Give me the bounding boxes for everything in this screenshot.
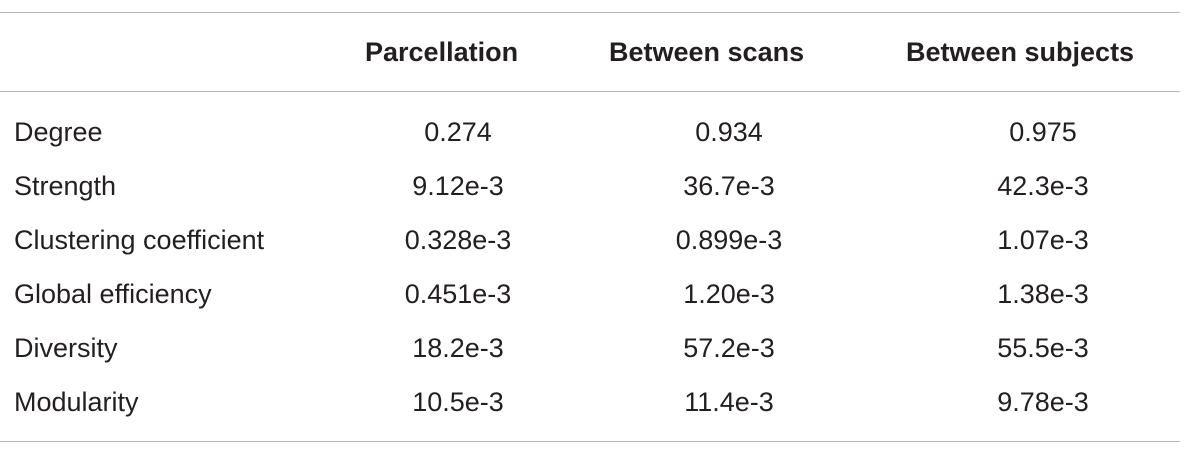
cell-parcellation: 0.328e-3: [404, 225, 512, 255]
cell-between-subjects: 55.5e-3: [997, 333, 1089, 363]
header-divider-rule: [0, 91, 1180, 92]
row-label: Modularity: [14, 387, 139, 417]
row-label: Global efficiency: [14, 279, 212, 309]
cell-between-subjects: 1.38e-3: [997, 279, 1089, 309]
cell-between-scans: 57.2e-3: [683, 333, 775, 363]
cell-parcellation: 18.2e-3: [412, 333, 504, 363]
cell-parcellation: 0.274: [424, 117, 492, 147]
table-row-clustering-coefficient: Clustering coefficient 0.328e-3 0.899e-3…: [0, 213, 1180, 267]
column-header-between-subjects: Between subjects: [906, 36, 1135, 67]
cell-between-subjects: 42.3e-3: [997, 171, 1089, 201]
cell-between-scans: 0.899e-3: [675, 225, 783, 255]
column-header-between-scans: Between scans: [609, 36, 805, 67]
cell-between-scans: 11.4e-3: [684, 387, 774, 417]
table-row-degree: Degree 0.274 0.934 0.975: [0, 105, 1180, 159]
table-row-global-efficiency: Global efficiency 0.451e-3 1.20e-3 1.38e…: [0, 267, 1180, 321]
cell-between-scans: 36.7e-3: [683, 171, 775, 201]
table-bottom-rule: [0, 441, 1180, 442]
table-row-modularity: Modularity 10.5e-3 11.4e-3 9.78e-3: [0, 375, 1180, 429]
cell-between-scans: 1.20e-3: [683, 279, 775, 309]
row-label: Diversity: [14, 333, 118, 363]
cell-parcellation: 9.12e-3: [412, 171, 504, 201]
table-top-rule: [0, 12, 1180, 13]
row-label: Clustering coefficient: [14, 225, 265, 255]
cell-between-subjects: 9.78e-3: [997, 387, 1089, 417]
table-row-strength: Strength 9.12e-3 36.7e-3 42.3e-3: [0, 159, 1180, 213]
table-row-diversity: Diversity 18.2e-3 57.2e-3 55.5e-3: [0, 321, 1180, 375]
row-label: Strength: [14, 171, 117, 201]
cell-parcellation: 0.451e-3: [404, 279, 512, 309]
cell-between-subjects: 0.975: [1009, 117, 1077, 147]
row-label: Degree: [14, 117, 103, 147]
cell-parcellation: 10.5e-3: [412, 387, 504, 417]
cell-between-subjects: 1.07e-3: [997, 225, 1089, 255]
cell-between-scans: 0.934: [695, 117, 763, 147]
column-header-parcellation: Parcellation: [365, 36, 519, 67]
